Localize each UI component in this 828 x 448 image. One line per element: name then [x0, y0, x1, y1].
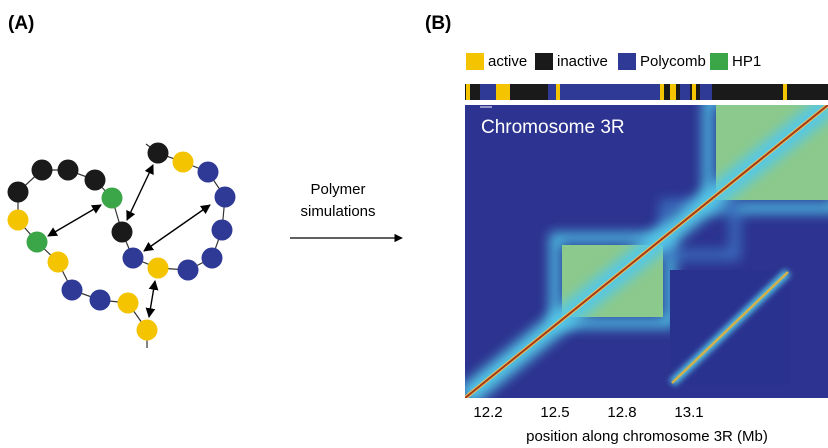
legend-label: inactive	[557, 53, 608, 70]
x-axis-label: position along chromosome 3R (Mb)	[526, 428, 768, 445]
track-seg	[466, 84, 470, 100]
bead	[27, 232, 48, 253]
legend-swatch	[535, 53, 553, 70]
bead	[178, 260, 199, 281]
bead	[212, 220, 233, 241]
legend-swatch	[710, 53, 728, 70]
legend: active inactive Polycomb HP1	[466, 53, 761, 70]
bead	[173, 152, 194, 173]
x-tick-label: 12.5	[540, 404, 569, 421]
heatmap	[465, 100, 828, 398]
track-seg	[700, 84, 712, 100]
bead	[90, 290, 111, 311]
bead	[198, 162, 219, 183]
track-seg	[556, 84, 560, 100]
x-tick-label: 12.2	[473, 404, 502, 421]
state-track	[465, 84, 828, 100]
bead	[148, 143, 169, 164]
arrow-label: simulations	[300, 203, 375, 220]
beads	[8, 143, 236, 341]
bead	[58, 160, 79, 181]
track-seg	[660, 84, 664, 100]
bead	[62, 280, 83, 301]
bead	[85, 170, 106, 191]
arrow-label: Polymer	[310, 181, 365, 198]
arrow	[48, 205, 101, 236]
bead	[8, 182, 29, 203]
track-seg	[548, 84, 556, 100]
legend-swatch	[618, 53, 636, 70]
track-seg	[692, 84, 696, 100]
legend-swatch	[466, 53, 484, 70]
x-tick-label: 13.1	[674, 404, 703, 421]
bead	[32, 160, 53, 181]
arrow	[127, 165, 153, 220]
track-seg	[496, 84, 510, 100]
track-seg	[560, 84, 660, 100]
bead	[123, 248, 144, 269]
bead	[48, 252, 69, 273]
arrow	[144, 205, 210, 251]
bead	[118, 293, 139, 314]
legend-label: HP1	[732, 53, 761, 70]
track-seg	[670, 84, 676, 100]
track-seg	[480, 84, 496, 100]
bead	[202, 248, 223, 269]
track-seg	[680, 84, 690, 100]
bead	[148, 258, 169, 279]
bead	[102, 188, 123, 209]
figure: (A) (B) Polymer simulations active inacti…	[0, 0, 828, 448]
legend-label: Polycomb	[640, 53, 706, 70]
heatmap-title: Chromosome 3R	[481, 117, 625, 138]
bead	[8, 210, 29, 231]
legend-label: active	[488, 53, 527, 70]
panel-label: (A)	[8, 13, 34, 34]
x-axis: 12.2 12.5 12.8 13.1	[473, 404, 703, 421]
bead	[137, 320, 158, 341]
bead	[215, 187, 236, 208]
panel-label: (B)	[425, 13, 451, 34]
track-seg	[783, 84, 787, 100]
bead	[112, 222, 133, 243]
x-tick-label: 12.8	[607, 404, 636, 421]
arrow	[149, 281, 155, 317]
